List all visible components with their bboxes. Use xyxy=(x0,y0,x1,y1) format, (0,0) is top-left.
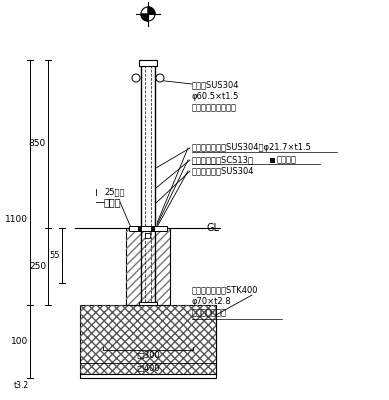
Text: フタ付ケース　STK400
φ70×t2.8
溶融亜鉛メッキ: フタ付ケース STK400 φ70×t2.8 溶融亜鉛メッキ xyxy=(192,285,259,318)
Circle shape xyxy=(156,74,164,82)
Bar xyxy=(126,228,170,305)
Bar xyxy=(129,226,167,230)
Bar xyxy=(139,60,157,66)
Text: カギボルト　SUS304: カギボルト SUS304 xyxy=(192,166,254,176)
Text: 1100: 1100 xyxy=(5,214,28,224)
Circle shape xyxy=(132,74,140,82)
Text: 南京錠: 南京錠 xyxy=(104,197,122,207)
Bar xyxy=(138,226,142,230)
Text: 55: 55 xyxy=(49,251,60,260)
Bar xyxy=(145,233,151,238)
Text: 支柱　SUS304
φ60.5×t1.5
ヘアーライン仕上げ: 支柱 SUS304 φ60.5×t1.5 ヘアーライン仕上げ xyxy=(192,80,240,113)
Bar xyxy=(80,374,216,378)
Bar xyxy=(80,305,216,375)
Bar xyxy=(270,158,275,163)
Polygon shape xyxy=(148,7,155,14)
Bar xyxy=(80,305,216,375)
Text: ガイドパイプ　SUS304　φ21.7×t1.5: ガイドパイプ SUS304 φ21.7×t1.5 xyxy=(192,144,312,152)
Text: t3.2: t3.2 xyxy=(14,381,29,390)
Text: GL: GL xyxy=(207,223,220,233)
Polygon shape xyxy=(141,14,148,21)
Text: 25ミリ: 25ミリ xyxy=(104,188,124,196)
Bar xyxy=(151,226,155,230)
Text: 電解研磨: 電解研磨 xyxy=(277,156,297,164)
Text: 250: 250 xyxy=(29,262,46,271)
Text: ケースフタ　SCS13: ケースフタ SCS13 xyxy=(192,156,254,164)
Text: □300: □300 xyxy=(136,351,160,360)
Text: □400: □400 xyxy=(136,364,160,373)
Text: 850: 850 xyxy=(29,140,46,148)
Bar xyxy=(126,228,170,305)
Text: 100: 100 xyxy=(11,337,28,346)
Bar xyxy=(139,302,157,305)
